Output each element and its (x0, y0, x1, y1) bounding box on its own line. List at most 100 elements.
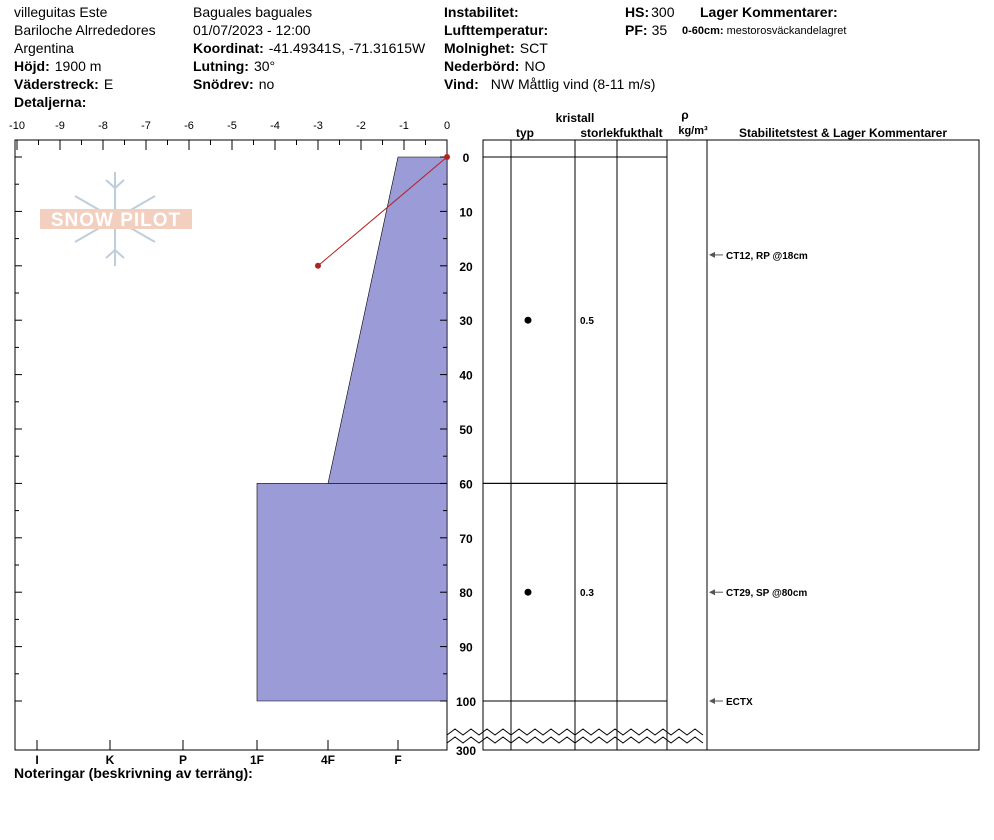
field-value: no (259, 76, 275, 92)
field-value: 300 (651, 4, 675, 20)
x-tick-label: -3 (313, 120, 323, 132)
header-field: Instabilitet: (444, 4, 519, 20)
x-tick-label: 0 (444, 120, 450, 132)
x-tick-label: -8 (98, 120, 108, 132)
logo-text: SNOW PILOT (51, 210, 181, 231)
field-label: Detaljerna: (14, 94, 86, 110)
layer-comment-range: 0-60cm: (682, 25, 724, 37)
hardness-label: P (179, 753, 187, 767)
header-field: PF: 35 (625, 22, 667, 38)
column-header: storlek (580, 126, 620, 140)
hardness-layer (256, 483, 448, 702)
grain-symbol (524, 588, 532, 596)
column-header: kg/m³ (678, 125, 708, 137)
table-column-lines (510, 140, 708, 750)
field-label: PF: (625, 22, 648, 38)
temperature-point (315, 262, 321, 269)
y-tick-label: 10 (459, 205, 473, 219)
header-field: Nederbörd: NO (444, 58, 546, 74)
field-value: NW Måttlig vind (8-11 m/s) (491, 76, 656, 92)
test-label: CT29, SP @80cm (726, 588, 807, 599)
layer-comments-title: Lager Kommentarer: (700, 4, 838, 20)
header-field: Koordinat: -41.49341S, -71.31615W (193, 40, 426, 56)
site-line: Bariloche Alrrededores (14, 22, 156, 38)
logo: SNOW PILOT (40, 172, 192, 266)
table-frame (482, 139, 980, 751)
header-field: Detaljerna: (14, 94, 86, 110)
grain-symbol (524, 316, 532, 324)
hardness-label: 4F (321, 753, 335, 767)
test-label: CT12, RP @18cm (726, 251, 808, 262)
temperature-point (444, 154, 450, 160)
x-tick-label: -5 (227, 120, 237, 132)
test-arrowhead (709, 251, 715, 258)
hardness-label: 1F (250, 753, 264, 767)
y-tick-label: 100 (456, 695, 476, 709)
y-tick-label: 70 (459, 532, 473, 546)
field-value: 1900 m (55, 58, 102, 74)
header-field: Lufttemperatur: (444, 22, 548, 38)
header-field: Väderstreck: E (14, 76, 113, 92)
y-tick-label: 20 (459, 260, 473, 274)
header-field: Lutning: 30° (193, 58, 275, 74)
x-tick-label: -2 (356, 120, 366, 132)
hs-bottom-label: 300 (456, 744, 476, 758)
site-line: Argentina (14, 40, 74, 56)
hardness-layer (327, 156, 448, 484)
hardness-label: K (106, 753, 115, 767)
column-header: Stabilitetstest & Lager Kommentarer (739, 126, 947, 140)
y-tick-label: 40 (459, 369, 473, 383)
layer-comment: 0-60cm: mestorosväckandelagret (682, 25, 846, 37)
field-value: 35 (652, 22, 668, 38)
layer-comment-text: mestorosväckandelagret (727, 25, 847, 37)
field-label: Lutning: (193, 58, 249, 74)
grain-size: 0.3 (580, 588, 594, 599)
test-arrowhead (709, 698, 715, 704)
field-label: Koordinat: (193, 40, 264, 56)
y-tick-label: 80 (459, 586, 473, 600)
field-label: Vind: (444, 76, 479, 92)
field-label: Molnighet: (444, 40, 515, 56)
x-tick-label: -4 (270, 120, 280, 132)
field-label: Väderstreck: (14, 76, 99, 92)
field-value: NO (524, 58, 545, 74)
header-field: Snödrev: no (193, 76, 274, 92)
field-value: E (104, 76, 113, 92)
field-value: SCT (520, 40, 548, 56)
y-tick-label: 30 (459, 314, 473, 328)
x-tick-label: -6 (184, 120, 194, 132)
column-header: typ (516, 126, 534, 140)
column-header: ρ (681, 108, 688, 122)
y-tick-label: 60 (459, 477, 473, 491)
axis-break (446, 728, 704, 744)
y-tick-label: 90 (459, 641, 473, 655)
header-field: Höjd: 1900 m (14, 58, 101, 74)
hardness-label: I (35, 753, 38, 767)
field-label: Nederbörd: (444, 58, 519, 74)
header-field: Vind: NW Måttlig vind (8-11 m/s) (444, 76, 655, 92)
x-tick-label: -9 (55, 120, 65, 132)
test-label: ECTX (726, 697, 753, 708)
field-label: Höjd: (14, 58, 50, 74)
header-field: Molnighet: SCT (444, 40, 548, 56)
pit-line: 01/07/2023 - 12:00 (193, 22, 311, 38)
field-label: Instabilitet: (444, 4, 519, 20)
temperature-line (317, 156, 448, 267)
site-line: villeguitas Este (14, 4, 108, 20)
notes: Noteringar (beskrivning av terräng): (14, 765, 253, 781)
y-tick-label: 0 (463, 151, 470, 165)
field-label: Snödrev: (193, 76, 254, 92)
field-value: -41.49341S, -71.31615W (269, 40, 426, 56)
header-field: HS: 300 (625, 4, 675, 20)
column-header: fukthalt (619, 126, 662, 140)
grain-size: 0.5 (580, 316, 594, 327)
column-header: kristall (556, 111, 595, 125)
y-tick-label: 50 (459, 423, 473, 437)
logo-band (40, 209, 192, 229)
hardness-label: F (394, 753, 401, 767)
field-label: Lufttemperatur: (444, 22, 548, 38)
test-arrowhead (709, 589, 715, 596)
x-tick-label: -10 (9, 120, 25, 132)
x-tick-label: -7 (141, 120, 151, 132)
